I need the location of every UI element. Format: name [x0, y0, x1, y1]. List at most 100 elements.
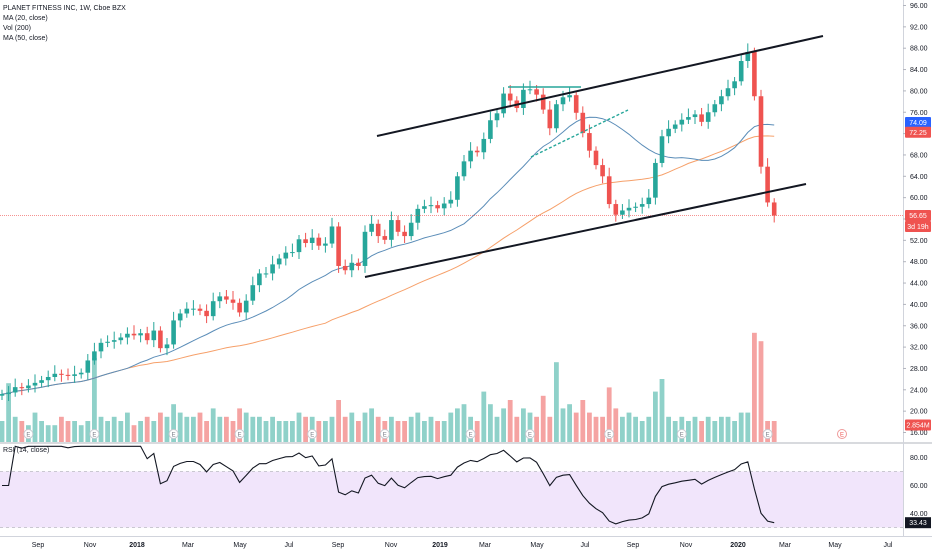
candle — [633, 202, 638, 213]
y-tick-label: 16.00 — [910, 430, 928, 437]
candle — [171, 311, 176, 349]
volume-bar — [177, 412, 183, 442]
candle — [356, 258, 361, 271]
candle — [554, 99, 559, 133]
candle — [395, 215, 401, 237]
candle-body — [342, 265, 348, 271]
candle — [270, 255, 275, 281]
earnings-marker-letter: E — [840, 433, 844, 439]
x-tick-label: 2018 — [129, 542, 145, 549]
countdown-badge-bg — [905, 221, 931, 233]
candle-body — [488, 120, 493, 139]
candle — [362, 225, 368, 273]
ma50-badge: 72.25 — [905, 126, 931, 138]
candle-body — [151, 330, 157, 341]
candle-body — [197, 308, 203, 311]
volume-bar — [402, 421, 407, 442]
candle — [626, 199, 632, 218]
candle — [752, 47, 757, 101]
candle-body — [534, 89, 539, 95]
volume-bar — [32, 412, 38, 442]
candle — [59, 369, 64, 382]
volume-bar — [692, 416, 698, 442]
rsi-tick-label: 40.00 — [910, 511, 928, 518]
candle-body — [0, 394, 5, 396]
candle — [131, 325, 137, 340]
y-tick-label: 32.00 — [910, 345, 928, 352]
candle — [184, 302, 190, 318]
y-tick-label: 36.00 — [910, 323, 928, 330]
volume-bar — [78, 425, 84, 442]
candle — [369, 215, 374, 237]
y-tick-label: 92.00 — [910, 24, 928, 31]
volume-bar — [263, 421, 269, 442]
candle — [78, 368, 84, 379]
candle — [296, 235, 302, 260]
volume-bar — [435, 421, 440, 442]
candle — [0, 389, 5, 400]
candle — [144, 326, 150, 345]
candle-body — [276, 258, 282, 265]
candle-body — [263, 273, 269, 275]
volume-bar — [237, 408, 242, 442]
earnings-marker — [379, 429, 390, 439]
earnings-marker — [604, 429, 615, 439]
candle — [712, 99, 718, 117]
ma50-badge-text: 72.25 — [909, 130, 927, 137]
candle — [164, 338, 170, 356]
candle-body — [26, 385, 31, 389]
volume-bar — [52, 425, 58, 442]
x-tick-label: May — [233, 542, 247, 549]
volume-bar — [738, 412, 744, 442]
candle — [745, 43, 751, 68]
candle — [217, 292, 223, 309]
candle-body — [474, 150, 480, 153]
y-tick-label: 80.00 — [910, 88, 928, 95]
channel-lower-line — [364, 183, 807, 278]
candle — [547, 101, 553, 136]
candle-body — [567, 95, 572, 98]
candle — [699, 107, 704, 127]
candle-body — [686, 117, 691, 120]
candle — [653, 158, 658, 205]
candle — [705, 103, 711, 129]
y-tick-label: 76.00 — [910, 110, 928, 117]
volume-bar — [540, 395, 546, 442]
candle — [210, 292, 216, 321]
candle — [52, 365, 58, 382]
volume-bar — [547, 416, 553, 442]
volume-bar — [125, 412, 130, 442]
candle — [600, 158, 605, 184]
volume-bar — [455, 408, 460, 442]
candle — [65, 368, 71, 381]
candle — [250, 276, 256, 305]
candle — [290, 243, 295, 257]
volume-bar — [85, 421, 91, 442]
candle — [243, 294, 249, 320]
volume-bar — [389, 416, 394, 442]
volume-bar — [752, 332, 757, 442]
candle-body — [606, 176, 612, 205]
y-tick-label: 24.00 — [910, 387, 928, 394]
candle — [230, 291, 236, 310]
candle — [197, 304, 203, 316]
candle-body — [560, 97, 566, 105]
candle-body — [125, 333, 130, 338]
earnings-marker-letter: E — [383, 433, 387, 439]
volume-bar — [12, 416, 18, 442]
candle-body — [468, 150, 473, 162]
candle-body — [191, 308, 196, 310]
volume-bar — [415, 412, 421, 442]
candle-body — [679, 119, 685, 125]
earnings-marker — [465, 429, 476, 439]
candle — [659, 129, 665, 168]
candle — [237, 298, 242, 317]
candle-body — [382, 236, 388, 240]
volume-bar — [290, 421, 295, 442]
volume-bar — [0, 421, 5, 442]
candle-body — [547, 109, 553, 129]
volume-bar — [705, 416, 711, 442]
candle-body — [441, 203, 447, 209]
